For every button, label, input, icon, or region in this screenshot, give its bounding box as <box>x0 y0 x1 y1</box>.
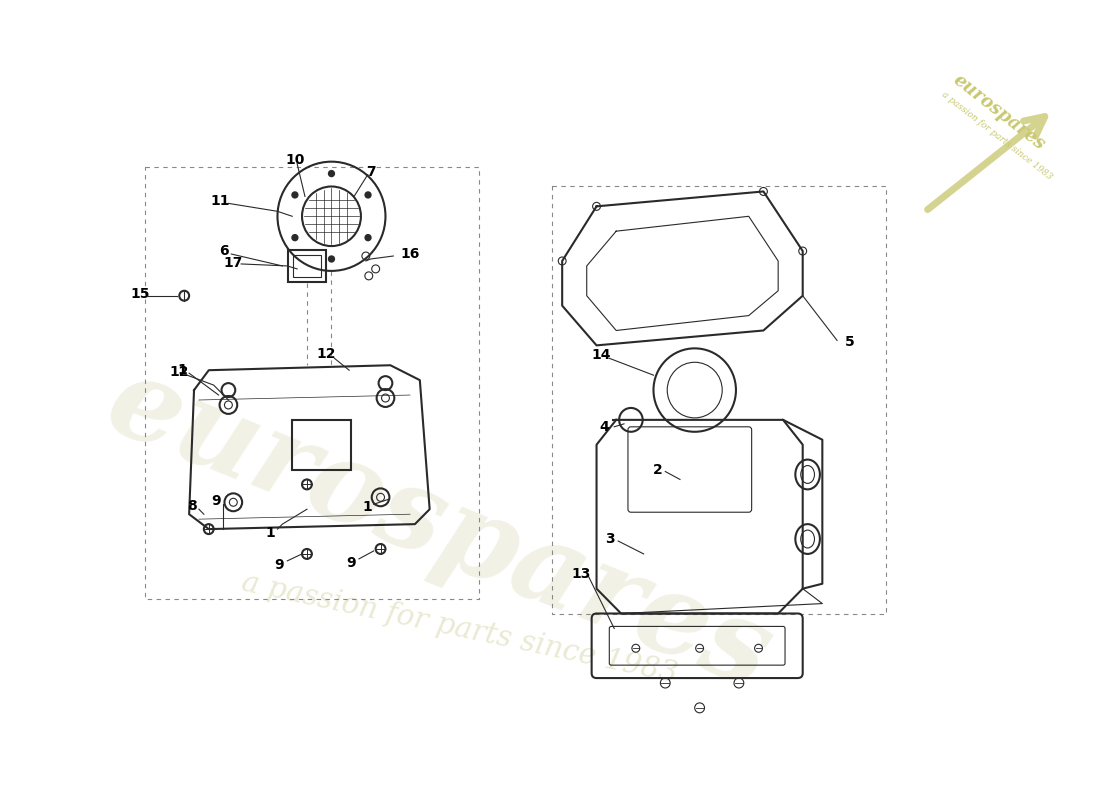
Text: 12: 12 <box>317 347 337 362</box>
Text: 1: 1 <box>266 526 275 540</box>
Text: 9: 9 <box>211 494 220 508</box>
Text: 1: 1 <box>177 363 187 378</box>
Text: 9: 9 <box>275 558 284 572</box>
Text: 10: 10 <box>286 153 305 166</box>
Circle shape <box>365 234 371 241</box>
Text: 5: 5 <box>845 335 855 350</box>
Text: eurospares: eurospares <box>91 346 788 713</box>
Text: 2: 2 <box>652 462 662 477</box>
Text: 16: 16 <box>400 247 419 261</box>
Circle shape <box>292 234 298 241</box>
Text: 3: 3 <box>605 532 615 546</box>
Text: a passion for parts since 1983: a passion for parts since 1983 <box>940 90 1054 182</box>
Text: 15: 15 <box>130 286 150 301</box>
Circle shape <box>292 192 298 198</box>
Text: 17: 17 <box>223 256 243 270</box>
Text: 8: 8 <box>187 499 197 514</box>
Text: eurospares: eurospares <box>949 71 1048 154</box>
Text: 13: 13 <box>571 566 591 581</box>
Text: 6: 6 <box>219 244 229 258</box>
Circle shape <box>329 256 334 262</box>
Text: 11: 11 <box>211 194 230 208</box>
Text: 12: 12 <box>169 365 189 379</box>
Text: 4: 4 <box>600 420 609 434</box>
Text: 1: 1 <box>362 500 372 514</box>
Text: 7: 7 <box>366 165 375 178</box>
Circle shape <box>365 192 371 198</box>
Text: 14: 14 <box>592 348 612 362</box>
Circle shape <box>329 170 334 177</box>
Text: a passion for parts since 1983: a passion for parts since 1983 <box>239 569 680 688</box>
Text: 9: 9 <box>346 556 356 570</box>
